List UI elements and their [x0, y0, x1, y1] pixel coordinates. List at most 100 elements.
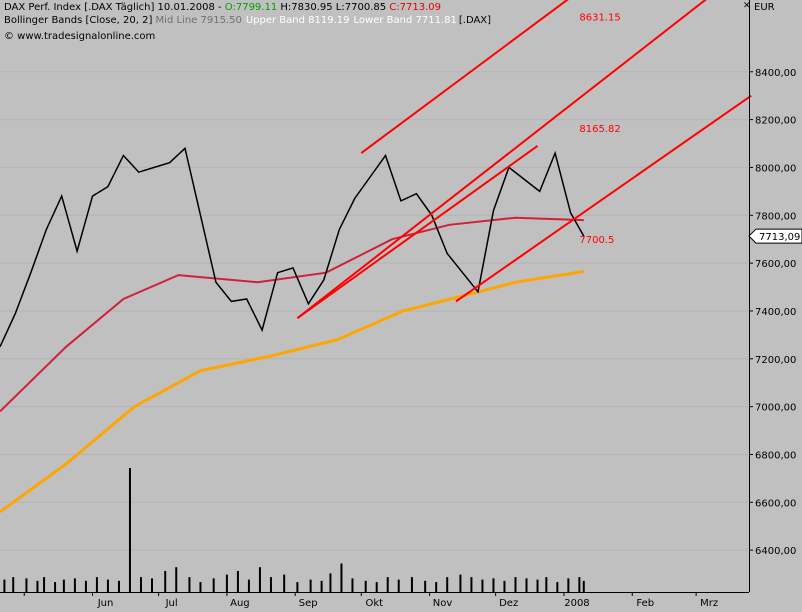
last-price-label: 7713,09	[759, 232, 800, 243]
volume-bars	[3, 468, 585, 592]
volume-bar	[139, 577, 142, 592]
volume-bar	[296, 582, 299, 592]
header-line2: Bollinger Bands [Close, 20, 2] Mid Line …	[4, 15, 491, 26]
channel-line	[455, 94, 752, 303]
volume-bar	[3, 579, 6, 592]
price-line	[0, 146, 585, 348]
trend-channel[interactable]: 8631.15 8165.82 7700.5	[296, 0, 752, 319]
volume-bar	[25, 578, 28, 592]
header-line1-prefix: DAX Perf. Index [.DAX Täglich] 10.01.200…	[4, 2, 225, 13]
header-hilo: H:7830.95 L:7700.85	[277, 2, 389, 13]
channel-label: 8165.82	[579, 124, 620, 135]
volume-bar	[258, 567, 261, 592]
channel-label: 7700.5	[579, 235, 614, 246]
volume-bar	[95, 577, 98, 592]
volume-bar	[309, 579, 312, 592]
volume-bar	[351, 578, 354, 592]
volume-bar	[199, 582, 202, 592]
volume-bar	[269, 577, 272, 592]
volume-bar	[329, 573, 332, 592]
price-tick-label: 8400,00	[755, 68, 796, 79]
month-label: Aug	[230, 598, 250, 608]
volume-bar	[578, 577, 581, 592]
header-symbol: [.DAX]	[459, 15, 491, 26]
volume-bar	[397, 579, 400, 592]
price-tick-label: 7200,00	[755, 355, 796, 366]
volume-bar	[492, 578, 495, 592]
volume-bar	[164, 570, 167, 592]
month-label: Okt	[365, 598, 383, 608]
volume-bar	[106, 579, 109, 592]
axis-unit-label: EUR	[754, 2, 775, 13]
volume-bar	[375, 582, 378, 592]
volume-bar	[188, 577, 191, 592]
price-tick-label: 8200,00	[755, 116, 796, 127]
month-label: 2008	[564, 598, 589, 608]
header-open: O:7799.11	[225, 2, 277, 13]
volume-bar	[36, 580, 39, 592]
chart-header: DAX Perf. Index [.DAX Täglich] 10.01.200…	[4, 1, 751, 42]
month-label: Jun	[97, 598, 114, 608]
price-axis: EUR 6400,00 6600,00 6800,00 7000,00 7200,00 74…	[748, 0, 802, 592]
moving-average-long	[0, 270, 585, 514]
volume-bar	[117, 580, 120, 592]
volume-bar	[62, 579, 65, 592]
volume-bar	[283, 574, 286, 592]
month-label: Sep	[299, 598, 318, 608]
price-tick-label: 7800,00	[755, 211, 796, 222]
time-axis: Jun Jul Aug Sep Okt Nov Dez 2008 Feb Mrz	[0, 592, 749, 609]
ma-long-line	[0, 270, 585, 514]
volume-bar	[247, 579, 250, 592]
month-label: Mrz	[700, 598, 718, 608]
volume-bar	[410, 577, 413, 592]
header-upper-band: Upper Band 8119.19	[246, 15, 350, 26]
volume-bar	[84, 580, 87, 592]
volume-bar	[536, 579, 539, 592]
price-tick-label: 6600,00	[755, 498, 796, 509]
volume-bar	[470, 577, 473, 592]
price-gridlines	[0, 71, 749, 551]
price-tick-label: 6800,00	[755, 450, 796, 461]
volume-bar	[556, 582, 559, 592]
channel-label: 8631.15	[579, 12, 620, 23]
volume-bar	[151, 578, 154, 592]
volume-bar	[545, 577, 548, 592]
header-close: C:7713.09	[389, 2, 441, 13]
volume-bar	[514, 577, 517, 592]
volume-bar	[446, 577, 449, 592]
close-icon[interactable]: ✕	[743, 1, 751, 11]
volume-bar	[386, 577, 389, 592]
volume-bar	[175, 567, 178, 592]
month-label: Dez	[499, 598, 518, 608]
volume-bar	[340, 563, 343, 592]
watermark: © www.tradesignalonline.com	[4, 31, 155, 42]
month-label: Jul	[165, 598, 178, 608]
header-line2-prefix: Bollinger Bands [Close, 20, 2]	[4, 15, 156, 26]
volume-bar	[567, 578, 570, 592]
volume-bar	[212, 578, 215, 592]
month-label: Feb	[636, 598, 654, 608]
volume-bar	[582, 580, 585, 592]
month-label: Nov	[433, 598, 453, 608]
price-tick-label: 7400,00	[755, 307, 796, 318]
volume-bar	[320, 580, 323, 592]
channel-line	[296, 0, 707, 319]
channel-line	[360, 0, 569, 154]
volume-bar	[73, 578, 76, 592]
volume-bar	[525, 578, 528, 592]
volume-bar	[43, 577, 46, 592]
moving-average-mid	[0, 216, 584, 413]
header-mid-line: Mid Line 7915.50	[156, 15, 242, 26]
close-price-line	[0, 146, 585, 348]
volume-bar	[424, 580, 427, 592]
price-tick-label: 6400,00	[755, 546, 796, 557]
ma-mid-line	[0, 216, 584, 413]
volume-bar	[236, 570, 239, 592]
volume-bar	[54, 582, 57, 592]
volume-bar	[435, 582, 438, 592]
volume-bar	[481, 579, 484, 592]
volume-bar	[225, 574, 228, 592]
volume-bar	[364, 580, 367, 592]
